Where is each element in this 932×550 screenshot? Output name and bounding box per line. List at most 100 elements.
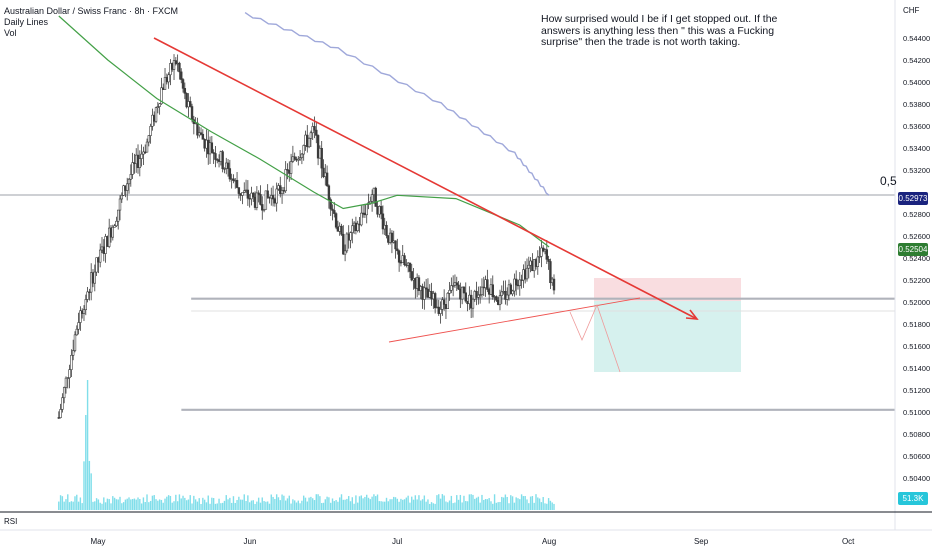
volume-bar [203,499,206,510]
price-tick-label: 0.52000 [903,298,930,307]
price-tick-label: 0.51800 [903,320,930,329]
volume-bar [513,502,516,510]
price-tick-label: 0.50600 [903,452,930,461]
volume-bar [497,502,499,510]
candle-body [545,249,548,260]
volume-bar [119,496,121,510]
price-tick-label: 0.53600 [903,122,930,131]
volume-bar [279,500,281,510]
volume-bar [402,499,404,510]
volume-bar [283,495,285,510]
candle-body [75,328,78,336]
volume-bar [112,496,114,510]
volume-bar [277,497,280,510]
volume-bar [304,497,307,510]
volume-bar [230,502,233,510]
volume-bar [211,497,213,510]
volume-bar [488,498,490,510]
candle-body [286,169,289,171]
chart-note[interactable]: How surprised would I be if I get stoppe… [541,13,778,48]
projection-path [569,303,621,373]
volume-bar [324,499,326,510]
volume-bar [284,500,287,510]
volume-bar [542,497,544,510]
candle-body [351,225,354,233]
volume-bar [187,499,190,510]
volume-bar [301,500,303,510]
volume-bar [117,499,119,510]
volume-bar [250,500,253,510]
resistance-trendline[interactable] [153,37,698,320]
volume-bar [531,496,534,510]
price-tick-label: 0.53800 [903,100,930,109]
candle-body [451,285,455,287]
volume-bar [308,497,310,510]
volume-bar [528,503,530,510]
candle-body [190,106,194,120]
volume-bar [414,495,417,510]
candle-body [540,247,543,257]
volume-bar [72,501,74,510]
volume-bar [416,499,418,510]
volume-bar [67,494,69,510]
volume-bar [295,502,298,510]
volume-bar [450,495,453,510]
volume-bar [479,502,481,510]
volume-bar [436,495,438,510]
candle-body [167,74,170,83]
candle-body [201,133,205,140]
candle-body [315,129,318,136]
volume-bar [176,501,179,510]
volume-bar [68,502,71,510]
volume-bar [499,501,501,510]
support-trendline[interactable] [388,297,641,343]
volume-bar [85,415,87,510]
volume-bar [474,498,476,510]
volume-bar [382,501,384,510]
candle-body [307,138,311,148]
volume-bar [483,499,485,510]
volume-bar [547,498,550,510]
volume-bar [461,502,463,510]
candle-body [127,178,131,185]
volume-bar [104,502,107,510]
volume-bar [162,502,164,510]
volume-bar [502,497,505,510]
volume-bar [92,501,94,510]
volume-bar [331,498,334,510]
price-tag-ma: 0.52504 [898,243,928,256]
candle-body [394,240,397,250]
volume-bar [218,498,220,510]
volume-bar [70,501,73,510]
candle-body [396,248,399,252]
candle-body [174,60,178,65]
price-tick-label: 0.54200 [903,56,930,65]
volume-bar [549,500,552,510]
candle-body [62,387,66,399]
volume-bar [456,495,458,510]
candle-body [525,267,529,280]
candle-body [302,145,305,155]
candle-body [68,369,71,379]
candle-body [552,278,556,291]
volume-bar [448,500,451,510]
volume-bar [430,502,433,510]
volume-bar [391,499,393,510]
candle-body [232,178,235,182]
volume-bar [311,498,314,510]
candle-body [289,161,293,174]
candle-body [536,256,539,267]
volume-bar [320,503,323,510]
volume-bar [429,503,431,510]
candle-body [381,213,385,230]
volume-bar [438,494,440,510]
candle-body [424,287,428,290]
volume-bar [524,496,526,510]
volume-bar [103,497,105,510]
candle-body [59,409,62,418]
candle-body [486,279,489,290]
volume-bar [166,496,168,510]
price-tick-label: 0.52200 [903,276,930,285]
volume-bar [326,496,328,510]
